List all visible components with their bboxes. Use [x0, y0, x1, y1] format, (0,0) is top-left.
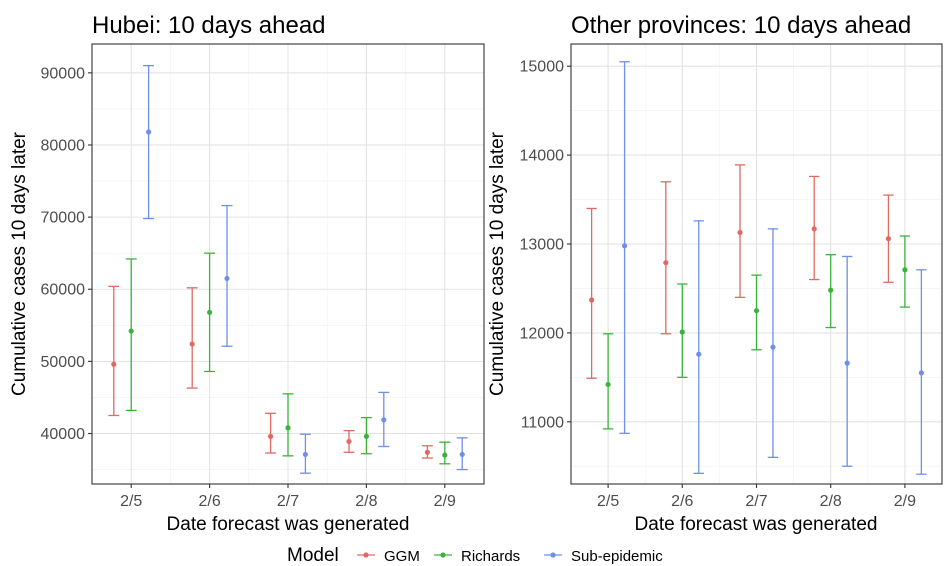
hubei-sub-epidemic-point	[146, 129, 152, 135]
hubei-ggm-point	[111, 361, 117, 367]
other-provinces-panel-title: Other provinces: 10 days ahead	[571, 12, 911, 39]
other-provinces-sub-epidemic-point	[696, 351, 702, 357]
hubei-y-tick-label: 60000	[41, 282, 86, 299]
legend-item-ggm: GGM	[357, 548, 420, 565]
hubei-ggm-point	[346, 438, 352, 445]
hubei-richards-point	[285, 425, 291, 431]
hubei-panel: Hubei: 10 days ahead 40000 50000 60000 7000…	[9, 12, 485, 535]
hubei-x-tick-label: 2/7	[277, 493, 299, 510]
hubei-y-tick-label: 80000	[41, 137, 86, 154]
other-provinces-x-tick-label: 2/8	[820, 493, 842, 510]
hubei-ticks: 40000 50000 60000 70000 80000 90000 2/5 2/6 2/7 2…	[41, 65, 457, 510]
other-provinces-sub-epidemic-point	[621, 243, 628, 249]
other-provinces-sub-epidemic-point	[770, 344, 776, 350]
other-provinces-grid	[570, 44, 943, 484]
other-provinces-sub-epidemic-point	[918, 370, 924, 376]
other-provinces-richards-point	[679, 329, 685, 335]
other-provinces-y-tick-label: 13000	[520, 237, 565, 254]
other-provinces-y-axis-title: Cumulative cases 10 days later	[487, 131, 508, 396]
other-provinces-richards-point	[828, 287, 834, 293]
legend-label-richards: Richards	[461, 548, 520, 565]
other-provinces-x-tick-label: 2/6	[671, 493, 693, 510]
hubei-x-tick-label: 2/8	[355, 493, 377, 510]
hubei-richards-point	[128, 328, 134, 334]
other-provinces-richards-point	[902, 267, 908, 273]
hubei-sub-epidemic-point	[302, 451, 309, 458]
other-provinces-sub-epidemic-point	[844, 360, 850, 366]
other-provinces-ggm-point	[885, 236, 892, 242]
hubei-richards-point	[442, 452, 448, 458]
hubei-sub-epidemic-point	[381, 417, 387, 423]
hubei-x-tick-label: 2/5	[120, 493, 142, 510]
other-provinces-y-tick-label: 11000	[521, 414, 564, 431]
hubei-y-tick-label: 90000	[41, 65, 86, 82]
hubei-richards-point	[207, 309, 213, 315]
legend-key-sub-epidemic-point	[550, 552, 556, 558]
other-provinces-x-axis-title: Date forecast was generated	[635, 514, 878, 535]
legend-key-ggm-point	[363, 552, 369, 558]
legend-item-richards: Richards	[434, 548, 520, 565]
hubei-y-axis-title: Cumulative cases 10 days later	[9, 131, 30, 396]
other-provinces-ggm-point	[811, 226, 817, 232]
other-provinces-x-tick-label: 2/7	[745, 493, 767, 510]
other-provinces-x-tick-label: 2/5	[597, 493, 619, 510]
hubei-sub-epidemic-point	[459, 451, 465, 458]
legend-label-ggm: GGM	[384, 548, 420, 565]
hubei-x-axis-title: Date forecast was generated	[167, 514, 410, 535]
hubei-x-tick-label: 2/9	[434, 493, 456, 510]
hubei-x-tick-label: 2/6	[198, 493, 220, 510]
other-provinces-ggm-point	[663, 260, 669, 266]
legend: Model GGM Richards Sub-epidemic	[287, 545, 663, 566]
other-provinces-richards-point	[753, 308, 760, 314]
hubei-ggm-point	[424, 449, 430, 455]
hubei-ggm-point	[267, 433, 274, 439]
legend-title: Model	[287, 545, 339, 566]
legend-item-sub-epidemic: Sub-epidemic	[544, 548, 663, 565]
other-provinces-x-tick-label: 2/9	[894, 493, 916, 510]
legend-label-sub-epidemic: Sub-epidemic	[571, 548, 663, 565]
other-provinces-panel: Other provinces: 10 days ahead 11000 1200…	[487, 12, 943, 535]
other-provinces-y-tick-label: 12000	[520, 325, 565, 342]
hubei-y-tick-label: 70000	[41, 210, 86, 227]
other-provinces-ggm-point	[589, 297, 595, 303]
hubei-y-tick-label: 50000	[41, 354, 86, 371]
hubei-y-tick-label: 40000	[41, 426, 86, 443]
other-provinces-y-tick-label: 14000	[520, 148, 565, 165]
other-provinces-ggm-point	[737, 229, 743, 236]
legend-key-richards-point	[440, 552, 446, 558]
hubei-marks	[108, 64, 468, 474]
other-provinces-marks	[586, 61, 927, 475]
other-provinces-y-tick-label: 15000	[520, 59, 565, 76]
hubei-panel-title: Hubei: 10 days ahead	[92, 12, 326, 39]
hubei-sub-epidemic-point	[224, 275, 230, 282]
hubei-ggm-point	[189, 341, 195, 347]
other-provinces-ticks: 11000 12000 13000 14000 15000 2/5 2/6 2/7 2/8 2/9	[520, 59, 917, 510]
other-provinces-richards-point	[605, 381, 611, 388]
hubei-richards-point	[363, 433, 369, 439]
